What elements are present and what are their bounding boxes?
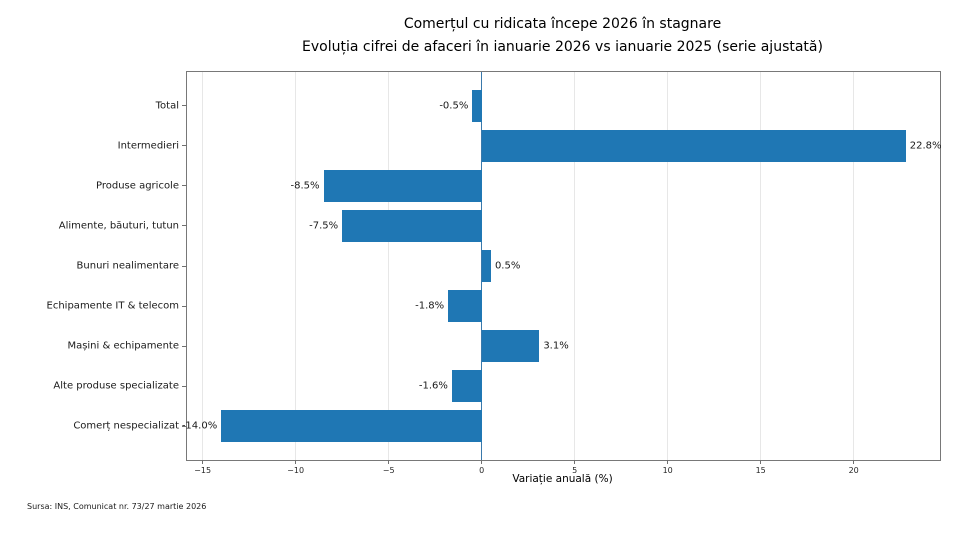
y-category-label: Echipamente IT & telecom	[46, 300, 179, 312]
bar-value-label: -1.6%	[418, 380, 448, 392]
x-tick-label: 20	[848, 466, 859, 475]
bar-value-label: -7.5%	[309, 220, 339, 232]
bar-value-label: -0.5%	[439, 100, 469, 112]
y-tick-mark	[182, 145, 187, 147]
y-category-label: Produse agricole	[95, 180, 179, 192]
bar-value-label: 3.1%	[543, 340, 569, 352]
y-tick-mark	[182, 385, 187, 387]
x-tick-mark	[574, 460, 576, 464]
x-axis-label: Variație anuală (%)	[512, 473, 613, 485]
y-category-label: Alimente, băuturi, tutun	[58, 220, 179, 232]
x-tick-mark	[295, 460, 297, 464]
bar	[481, 330, 540, 363]
x-tick-label: −5	[382, 466, 395, 475]
x-tick-mark	[388, 460, 390, 464]
x-tick-label: 15	[755, 466, 766, 475]
y-tick-mark	[182, 425, 187, 427]
x-tick-label: −15	[194, 466, 212, 475]
bar-value-label: -1.8%	[415, 300, 445, 312]
x-tick-label: 0	[479, 466, 485, 475]
bar	[323, 169, 482, 202]
bar	[448, 290, 482, 323]
source-note: Sursa: INS, Comunicat nr. 73/27 martie 2…	[27, 502, 207, 511]
x-tick-label: 10	[662, 466, 673, 475]
chart-subtitle: Evoluția cifrei de afaceri în ianuarie 2…	[302, 39, 823, 55]
x-tick-mark	[760, 460, 762, 464]
x-tick-label: 5	[572, 466, 578, 475]
x-gridline	[295, 72, 297, 460]
y-tick-mark	[182, 305, 187, 307]
plot-area: −15 −10 −5 0 5 10 15 20 Total -0.5% Intermedieri 22…	[47, 71, 942, 475]
y-tick-mark	[182, 225, 187, 227]
bar	[451, 370, 482, 403]
y-tick-mark	[182, 105, 187, 107]
chart-title: Comerțul cu ridicata începe 2026 în stag…	[403, 16, 722, 32]
y-category-label: Bunuri nealimentare	[76, 260, 179, 272]
y-tick-mark	[182, 185, 187, 187]
x-tick-mark	[481, 460, 483, 464]
y-category-label: Comerț nespecializat	[73, 420, 179, 432]
y-tick-mark	[182, 345, 187, 347]
x-gridline	[388, 72, 390, 460]
bar-value-label: 0.5%	[494, 260, 521, 272]
bar-value-label: 22.8%	[909, 140, 942, 152]
x-gridline	[202, 72, 204, 460]
bar	[342, 209, 482, 242]
x-gridline	[853, 72, 855, 460]
bar-value-label: -8.5%	[290, 180, 320, 192]
x-tick-mark	[853, 460, 855, 464]
bar	[481, 249, 491, 283]
x-gridline	[667, 72, 669, 460]
bar	[221, 410, 482, 443]
bar-value-label: -14.0%	[181, 420, 218, 432]
bar	[481, 129, 906, 162]
bar	[472, 89, 482, 122]
x-gridline	[760, 72, 762, 460]
x-tick-mark	[202, 460, 204, 464]
y-category-label: Mașini & echipamente	[67, 340, 179, 352]
chart-title-block: Comerțul cu ridicata începe 2026 în stag…	[186, 13, 939, 59]
x-tick-label: −10	[287, 466, 305, 475]
x-gridline	[574, 72, 576, 460]
x-tick-mark	[667, 460, 669, 464]
y-category-label: Intermedieri	[117, 140, 179, 152]
y-category-label: Total	[155, 100, 179, 112]
y-category-label: Alte produse specializate	[53, 380, 179, 392]
y-tick-mark	[182, 265, 187, 267]
